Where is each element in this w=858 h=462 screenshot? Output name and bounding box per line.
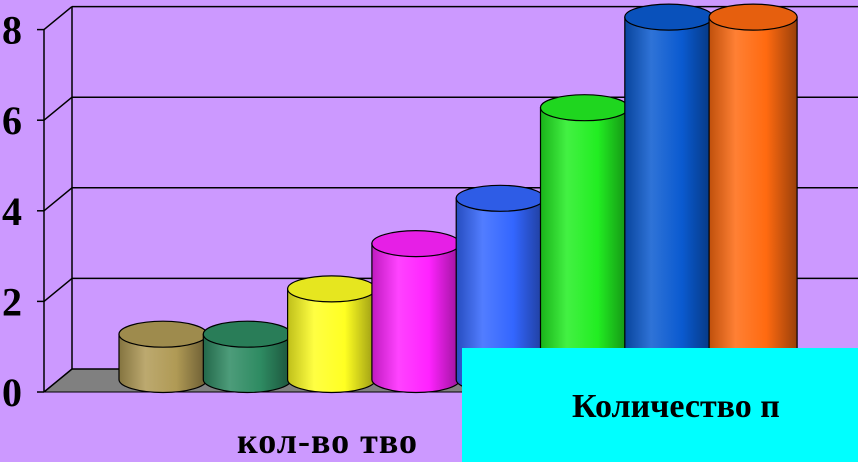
x-axis-label: кол-во тво [237, 421, 419, 461]
bars [118, 3, 798, 394]
bar-8-top [708, 3, 798, 31]
bar-3 [287, 275, 377, 394]
bar-1 [118, 320, 208, 394]
gridline-connector-2 [43, 277, 73, 302]
bar-4-top [371, 230, 461, 258]
bar-4-body [371, 243, 461, 394]
title-text: Количество п [572, 388, 780, 425]
gridline-connector-6 [43, 96, 73, 121]
y-axis: 0 2 4 6 8 [2, 8, 45, 415]
bar-8-body [708, 16, 798, 394]
bar-6 [539, 94, 630, 394]
y-tick-label-6: 6 [2, 98, 22, 143]
bar-2 [202, 320, 292, 394]
title-box: Количество п [462, 348, 858, 462]
bar-5 [455, 184, 545, 394]
gridline-connector-4 [43, 187, 73, 212]
bar-3-top [287, 275, 377, 303]
gridline-connector-0 [43, 368, 73, 393]
bar-1-top [118, 320, 208, 348]
bar-7-body [624, 16, 714, 394]
bar-6-top [539, 94, 630, 122]
y-tick-label-0: 0 [2, 370, 22, 415]
bar-7-top [624, 3, 714, 31]
bar-2-top [202, 320, 292, 348]
bar-3-body [287, 288, 377, 394]
y-tick-label-2: 2 [2, 279, 22, 324]
bar-4 [371, 230, 461, 394]
gridline-connector-8 [43, 6, 73, 31]
y-tick-label-8: 8 [2, 8, 22, 53]
bar-7 [624, 3, 714, 394]
bar-8 [708, 3, 798, 394]
bar-5-top [455, 184, 545, 212]
y-tick-label-4: 4 [2, 189, 22, 234]
